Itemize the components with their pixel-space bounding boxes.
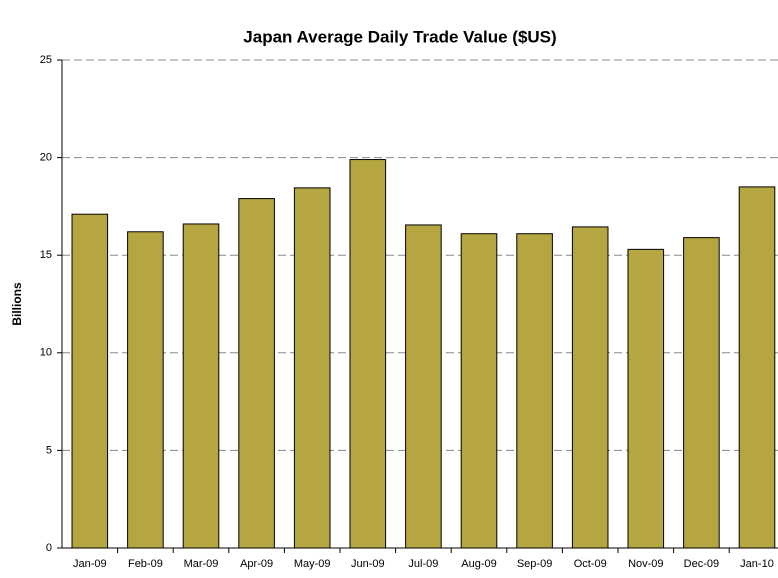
y-tick-label: 5 <box>46 444 52 456</box>
x-tick-label: May-09 <box>294 558 331 570</box>
bar <box>71 213 109 549</box>
chart-title: Japan Average Daily Trade Value ($US) <box>243 27 556 46</box>
x-tick-label: Mar-09 <box>184 558 219 570</box>
bar <box>627 248 665 549</box>
bar <box>238 198 275 549</box>
x-tick-label: Jun-09 <box>351 558 385 570</box>
bar <box>460 233 498 549</box>
y-tick-label: 25 <box>40 54 52 66</box>
x-tick-label: Dec-09 <box>684 558 719 570</box>
bar <box>571 226 609 549</box>
y-tick-label: 15 <box>40 249 52 261</box>
bar <box>683 237 720 549</box>
bar <box>293 187 331 549</box>
y-axis-title: Billions <box>10 282 24 326</box>
y-tick-label: 10 <box>40 347 52 359</box>
x-tick-label: Oct-09 <box>574 558 607 570</box>
x-tick-label: Nov-09 <box>628 558 663 570</box>
y-tick-label: 0 <box>46 542 52 554</box>
x-tick-label: Feb-09 <box>128 558 163 570</box>
x-tick-label: Jan-10 <box>740 558 774 570</box>
y-tick-label: 20 <box>40 152 52 164</box>
bar <box>349 159 387 549</box>
bar <box>516 233 553 549</box>
bar <box>738 186 776 549</box>
x-tick-label: Apr-09 <box>240 558 273 570</box>
bar <box>405 224 442 549</box>
x-tick-label: Jan-09 <box>73 558 107 570</box>
bar <box>182 223 220 549</box>
x-tick-label: Jul-09 <box>408 558 438 570</box>
bar <box>127 231 164 549</box>
x-tick-label: Aug-09 <box>461 558 496 570</box>
x-tick-label: Sep-09 <box>517 558 552 570</box>
